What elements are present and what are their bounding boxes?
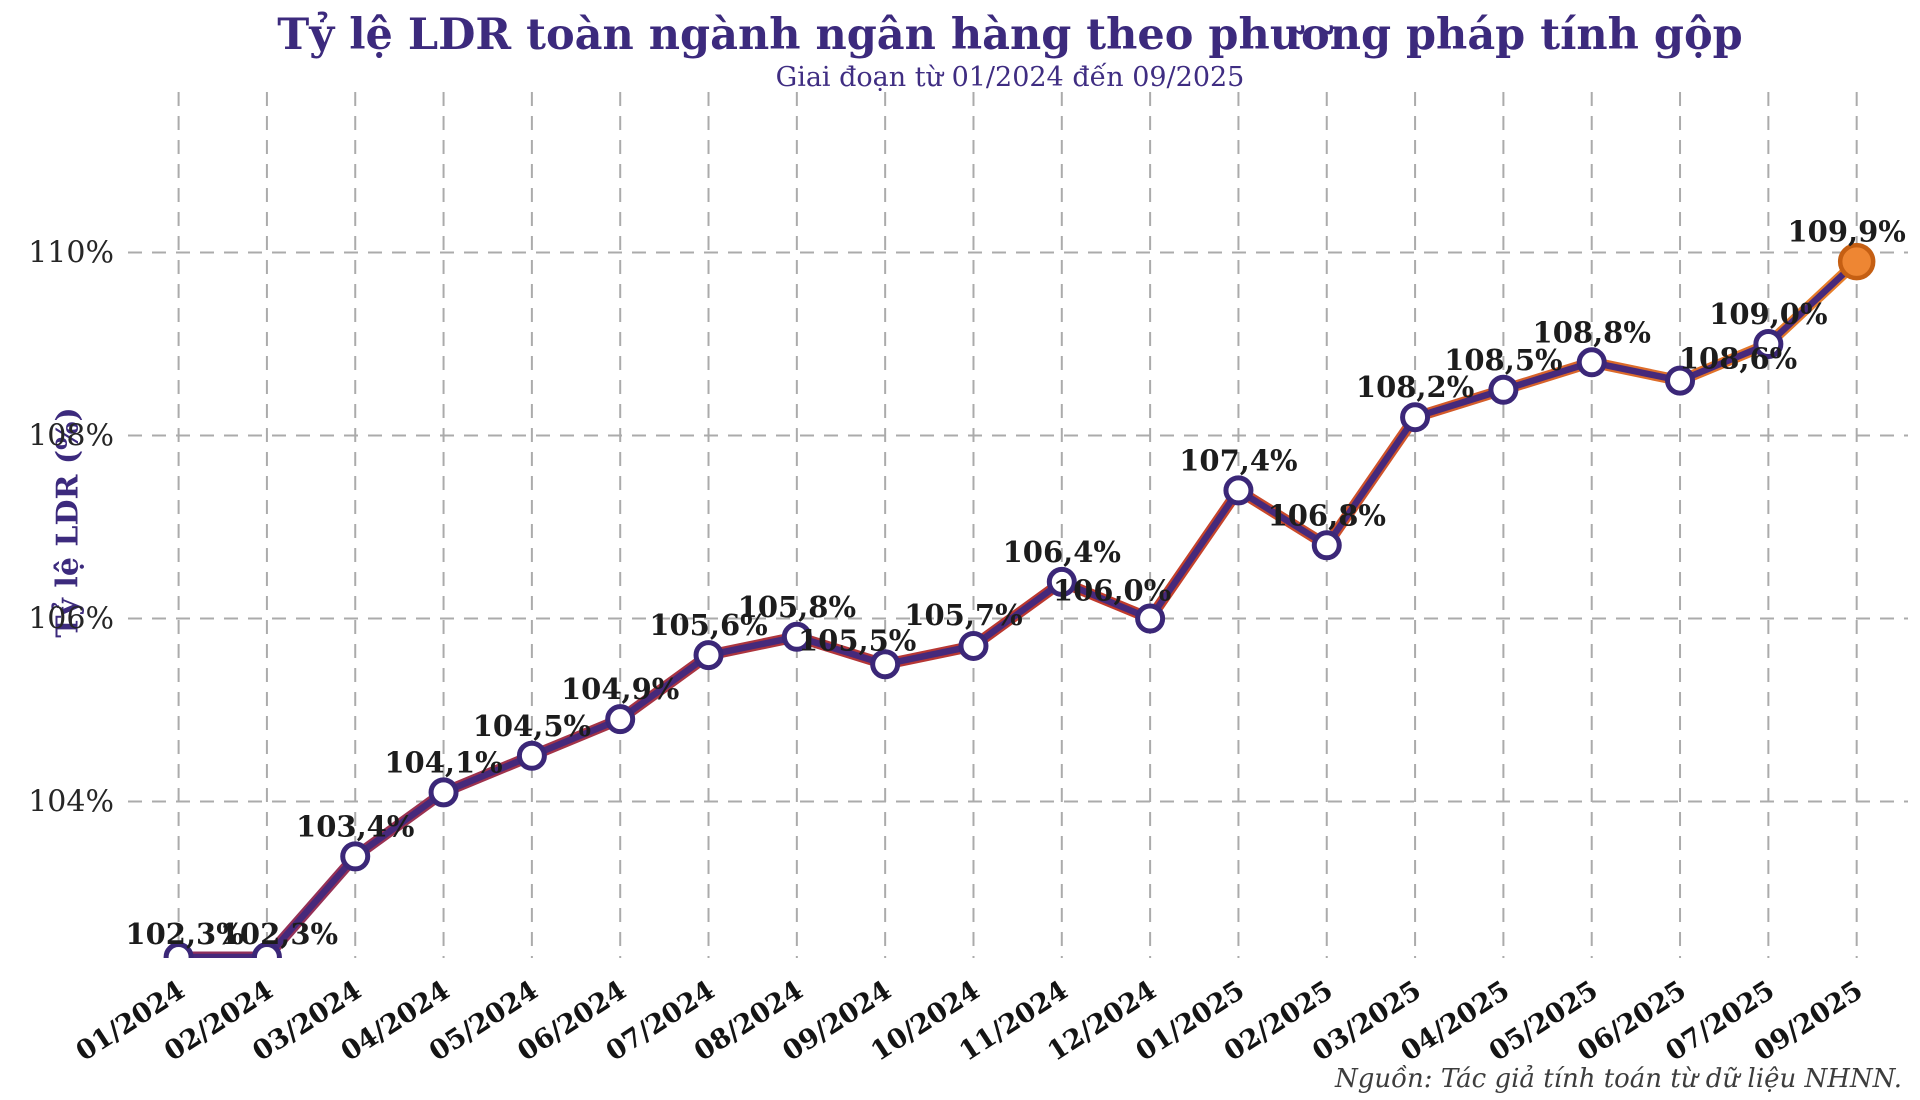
data-point-label: 104,5%: [473, 709, 591, 743]
data-point-label: 107,4%: [1179, 443, 1297, 477]
source-note: Nguồn: Tác giả tính toán từ dữ liệu NHNN…: [1335, 1064, 1902, 1094]
data-point-marker: [251, 942, 282, 958]
data-point-label: 104,9%: [561, 672, 679, 706]
y-tick-label: 104%: [28, 785, 114, 820]
data-point-label: 105,7%: [904, 598, 1022, 632]
data-point-label: 108,6%: [1679, 342, 1797, 376]
data-point-label: 108,5%: [1444, 343, 1562, 377]
y-tick-label: 108%: [28, 419, 114, 454]
data-point-label: 106,8%: [1268, 498, 1386, 532]
data-point-marker: [781, 621, 812, 652]
data-point-marker: [163, 942, 194, 958]
data-point-marker: [693, 640, 724, 671]
data-point-label: 105,5%: [798, 623, 916, 657]
data-point-marker: [1488, 374, 1519, 405]
data-point-marker: [1400, 402, 1431, 433]
data-point-marker: [516, 740, 547, 771]
data-point-marker: [1311, 530, 1342, 561]
y-tick-label: 110%: [28, 236, 114, 271]
series-line: [175, 258, 1860, 958]
series: [163, 242, 1876, 958]
data-point-marker: [1665, 365, 1696, 396]
grid: [128, 92, 1908, 958]
data-point-label: 103,4%: [296, 809, 414, 843]
data-point-label: 109,0%: [1709, 297, 1827, 331]
data-point-marker: [870, 649, 901, 680]
y-tick-label: 106%: [28, 602, 114, 637]
data-point-marker: [1135, 603, 1166, 634]
data-point-label: 102,3%: [125, 917, 243, 951]
data-point-marker: [958, 630, 989, 661]
data-point-marker: [1753, 329, 1784, 359]
chart-title: Tỷ lệ LDR toàn ngành ngân hàng theo phươ…: [277, 10, 1743, 60]
data-point-label: 105,8%: [738, 590, 856, 624]
chart-subtitle: Giai đoạn từ 01/2024 đến 09/2025: [775, 62, 1245, 93]
data-point-marker: [428, 777, 459, 808]
data-point-label: 105,6%: [649, 608, 767, 642]
data-point-marker: [1223, 475, 1254, 506]
data-point-label: 106,0%: [1053, 574, 1171, 608]
data-point-marker: [340, 841, 371, 872]
data-point-marker: [1046, 566, 1077, 597]
data-point-marker: [1576, 347, 1607, 378]
data-point-label: 108,8%: [1533, 315, 1651, 349]
data-point-marker-highlight: [1837, 242, 1876, 281]
data-point-marker: [605, 704, 636, 735]
data-point-label: 108,2%: [1356, 370, 1474, 404]
data-point-label: 102,3%: [220, 917, 338, 951]
data-point-label: 104,1%: [384, 745, 502, 779]
data-point-label: 109,9%: [1787, 215, 1905, 249]
data-point-label: 106,4%: [1003, 535, 1121, 569]
